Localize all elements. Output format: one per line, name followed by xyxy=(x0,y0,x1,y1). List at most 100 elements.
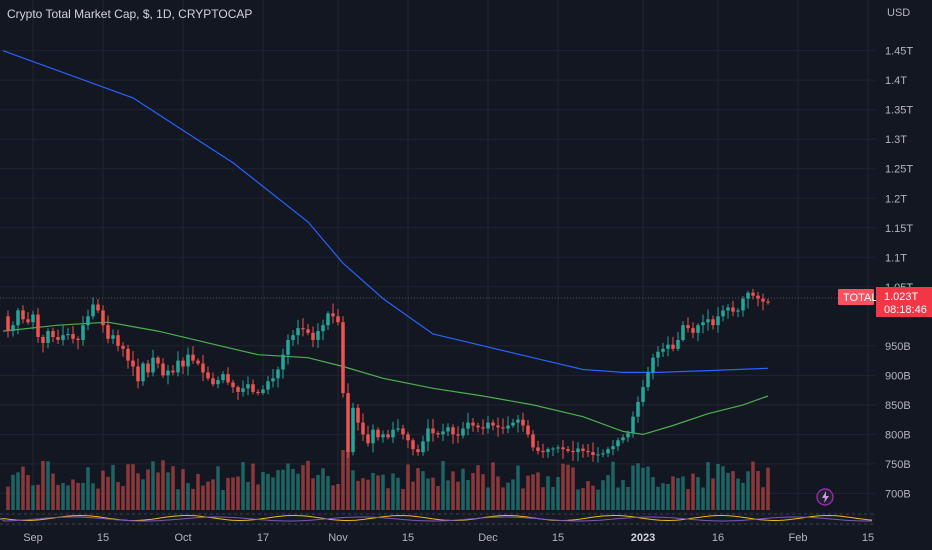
alert-icon[interactable] xyxy=(816,488,834,506)
volume-bar xyxy=(276,470,280,510)
volume-bar xyxy=(241,462,245,510)
candle-body xyxy=(81,325,85,340)
volume-bar xyxy=(541,487,545,510)
volume-bar xyxy=(181,469,185,510)
volume-bar xyxy=(256,484,260,510)
volume-bar xyxy=(631,465,635,510)
candle-body xyxy=(586,450,590,453)
candle-body xyxy=(386,434,390,438)
candle-body xyxy=(621,437,625,441)
volume-bar xyxy=(191,488,195,510)
y-tick-label: 1.4T xyxy=(885,75,907,87)
volume-bar xyxy=(246,481,250,510)
candle-body xyxy=(206,372,210,379)
volume-bar xyxy=(106,476,110,510)
time-axis[interactable]: Sep 15 Oct 17 Nov 15 Dec 15 2023 16 Feb 15 xyxy=(23,532,874,544)
volume-bar xyxy=(206,481,210,510)
volume-bar xyxy=(426,478,430,510)
candle-body xyxy=(501,427,505,429)
candle-body xyxy=(86,316,90,326)
volume-bar xyxy=(706,462,710,510)
volume-bar xyxy=(421,471,425,510)
candle-body xyxy=(671,344,675,349)
oscillator-pane xyxy=(0,512,875,526)
volume-bar xyxy=(731,471,735,510)
oscillator-line-2 xyxy=(0,516,872,522)
volume-bar xyxy=(556,477,560,510)
candle-body xyxy=(201,363,205,373)
candle-body xyxy=(721,310,725,317)
candle-body xyxy=(701,322,705,326)
candle-body xyxy=(436,433,440,435)
y-tick-label: 850B xyxy=(885,400,911,412)
candle-body xyxy=(91,304,95,317)
candle-body xyxy=(581,448,585,451)
last-price-badge: 1.023T 08:18:46 xyxy=(876,287,932,317)
candle-body xyxy=(596,454,600,456)
candle-body xyxy=(236,387,240,392)
candle-body xyxy=(526,425,530,435)
volume-bar xyxy=(406,464,410,510)
candle-body xyxy=(11,325,15,332)
candle-body xyxy=(591,452,595,456)
volume-bar xyxy=(696,477,700,510)
candle-body xyxy=(421,441,425,453)
volume-bar xyxy=(726,472,730,510)
y-tick-label: 900B xyxy=(885,370,911,382)
candle-body xyxy=(381,434,385,438)
volume-bar xyxy=(71,479,75,510)
candle-body xyxy=(551,448,555,450)
volume-bar xyxy=(76,482,80,510)
svg-text:TOTAL: TOTAL xyxy=(843,292,877,304)
volume-bar xyxy=(501,487,505,510)
candle-body xyxy=(176,360,180,373)
x-tick-label: 17 xyxy=(257,532,269,544)
volume-bar xyxy=(396,477,400,510)
x-tick-label: 15 xyxy=(402,532,414,544)
ma-short-line xyxy=(2,321,769,436)
candle-body xyxy=(191,354,195,361)
volume-bar xyxy=(526,475,530,510)
volume-bar xyxy=(231,477,235,510)
candle-body xyxy=(266,381,270,390)
candle-body xyxy=(516,419,520,423)
volume-bar xyxy=(16,472,20,510)
volume-bar xyxy=(386,488,390,510)
candle-body xyxy=(706,319,710,323)
candle-body xyxy=(141,363,145,382)
volume-bar xyxy=(516,465,520,510)
volume-bar xyxy=(521,488,525,510)
candle-body xyxy=(391,429,395,438)
volume-bar xyxy=(306,460,310,510)
currency-label[interactable]: USD xyxy=(887,7,910,19)
candle-body xyxy=(276,369,280,379)
volume-bar xyxy=(11,474,15,510)
y-tick-label: 1.45T xyxy=(885,46,913,58)
candle-body xyxy=(186,354,190,367)
candle-body xyxy=(396,428,400,430)
volume-bar xyxy=(371,472,375,510)
candle-body xyxy=(281,354,285,370)
candle-body xyxy=(736,310,740,312)
volume-bar xyxy=(201,485,205,510)
volume-bar xyxy=(6,486,10,510)
price-axis[interactable]: 1.45T1.4T1.35T1.3T1.25T1.2T1.15T1.1T1.05… xyxy=(885,46,913,501)
candle-body xyxy=(26,319,30,323)
x-tick-label: 15 xyxy=(862,532,874,544)
volume-bar xyxy=(536,472,540,510)
volume-bar xyxy=(676,478,680,510)
candle-body xyxy=(656,351,660,358)
candle-body xyxy=(506,425,510,429)
candle-body xyxy=(406,434,410,441)
candle-body xyxy=(316,331,320,340)
candle-body xyxy=(6,316,10,332)
candle-body xyxy=(161,363,165,376)
candle-body xyxy=(661,348,665,352)
candle-body xyxy=(351,407,355,453)
candle-body xyxy=(481,427,485,429)
candle-body xyxy=(411,440,415,450)
candle-body xyxy=(111,335,115,339)
volume-bar xyxy=(461,468,465,510)
candle-body xyxy=(761,298,765,302)
